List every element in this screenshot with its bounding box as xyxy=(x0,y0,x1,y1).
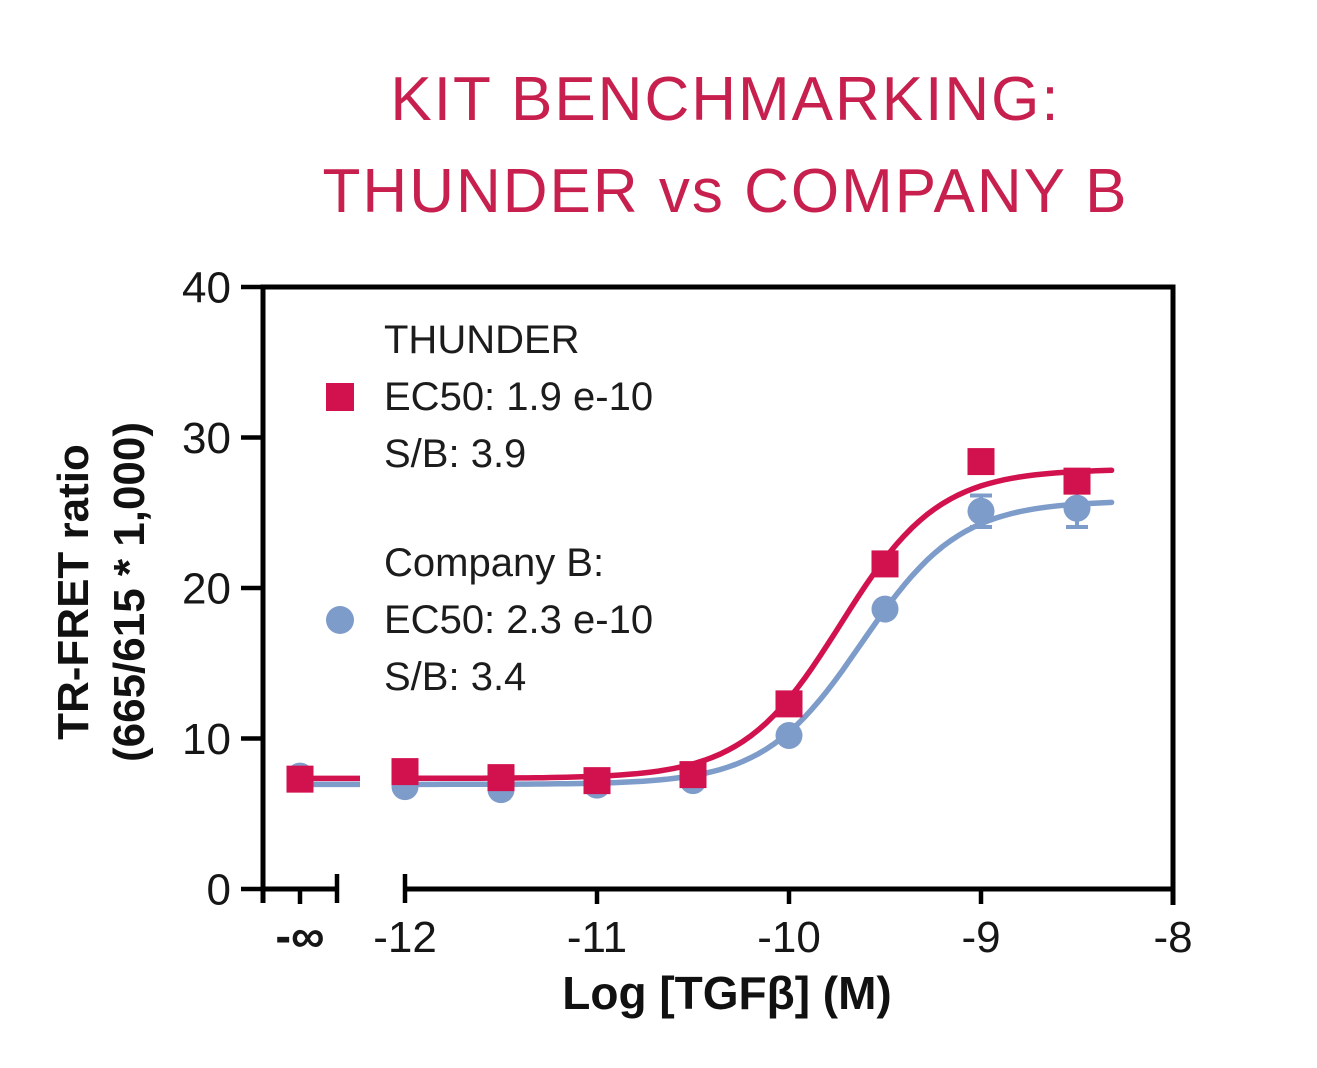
data-point-square xyxy=(286,765,314,793)
chart-title-line2: THUNDER vs COMPANY B xyxy=(322,157,1129,226)
y-axis-title-line1: TR-FRET ratio xyxy=(49,444,98,740)
legend-thunder-ec50: EC50: 1.9 e-10 xyxy=(384,375,654,419)
x-tick-label: -11 xyxy=(567,913,627,962)
chart-title: KIT BENCHMARKING: THUNDER vs COMPANY B xyxy=(67,54,1317,238)
legend-thunder-sb: S/B: 3.9 xyxy=(384,432,527,476)
legend-thunder: THUNDER EC50: 1.9 e-10 S/B: 3.9 xyxy=(326,312,653,483)
data-point-square xyxy=(391,758,419,786)
y-tick-label: 40 xyxy=(182,263,231,312)
x-tick-label: -12 xyxy=(373,913,437,962)
y-tick-label: 0 xyxy=(207,865,231,914)
y-axis-title-line2: (665/615 * 1,000) xyxy=(105,421,154,763)
data-point-square xyxy=(775,690,803,718)
data-point-square xyxy=(967,448,995,476)
data-point-square xyxy=(871,550,899,578)
legend-company-b: Company B: EC50: 2.3 e-10 S/B: 3.4 xyxy=(326,535,653,706)
company-b-fit-curve xyxy=(402,499,1115,788)
y-tick-label: 30 xyxy=(182,414,231,463)
x-tick-label: -10 xyxy=(757,913,821,962)
data-point-square xyxy=(583,767,611,795)
data-point-circle xyxy=(871,595,899,623)
data-point-square xyxy=(679,761,707,789)
legend-company-b-sb: S/B: 3.4 xyxy=(384,655,527,699)
data-point-square xyxy=(487,764,515,792)
legend-company-b-name: Company B: xyxy=(384,541,605,585)
legend-thunder-name: THUNDER xyxy=(384,318,580,362)
x-axis-title: Log [TGFβ] (M) xyxy=(562,967,892,1019)
data-point-circle xyxy=(1063,494,1091,522)
company-b-circle-marker xyxy=(326,606,354,634)
legend-company-b-ec50: EC50: 2.3 e-10 xyxy=(384,598,654,642)
thunder-square-marker xyxy=(326,383,354,411)
x-tick-label: -9 xyxy=(961,913,1000,962)
chart-title-line1: KIT BENCHMARKING: xyxy=(390,65,1061,134)
y-tick-label: 10 xyxy=(182,715,231,764)
data-point-circle xyxy=(967,497,995,525)
data-point-circle xyxy=(775,721,803,749)
thunder-fit-curve xyxy=(402,467,1115,782)
data-point-square xyxy=(1063,467,1091,495)
y-tick-label: 20 xyxy=(182,564,231,613)
x-tick-label: -8 xyxy=(1153,913,1192,962)
x-tick-label: -∞ xyxy=(275,909,324,962)
y-axis-title: TR-FRET ratio (665/615 * 1,000) xyxy=(46,422,158,762)
